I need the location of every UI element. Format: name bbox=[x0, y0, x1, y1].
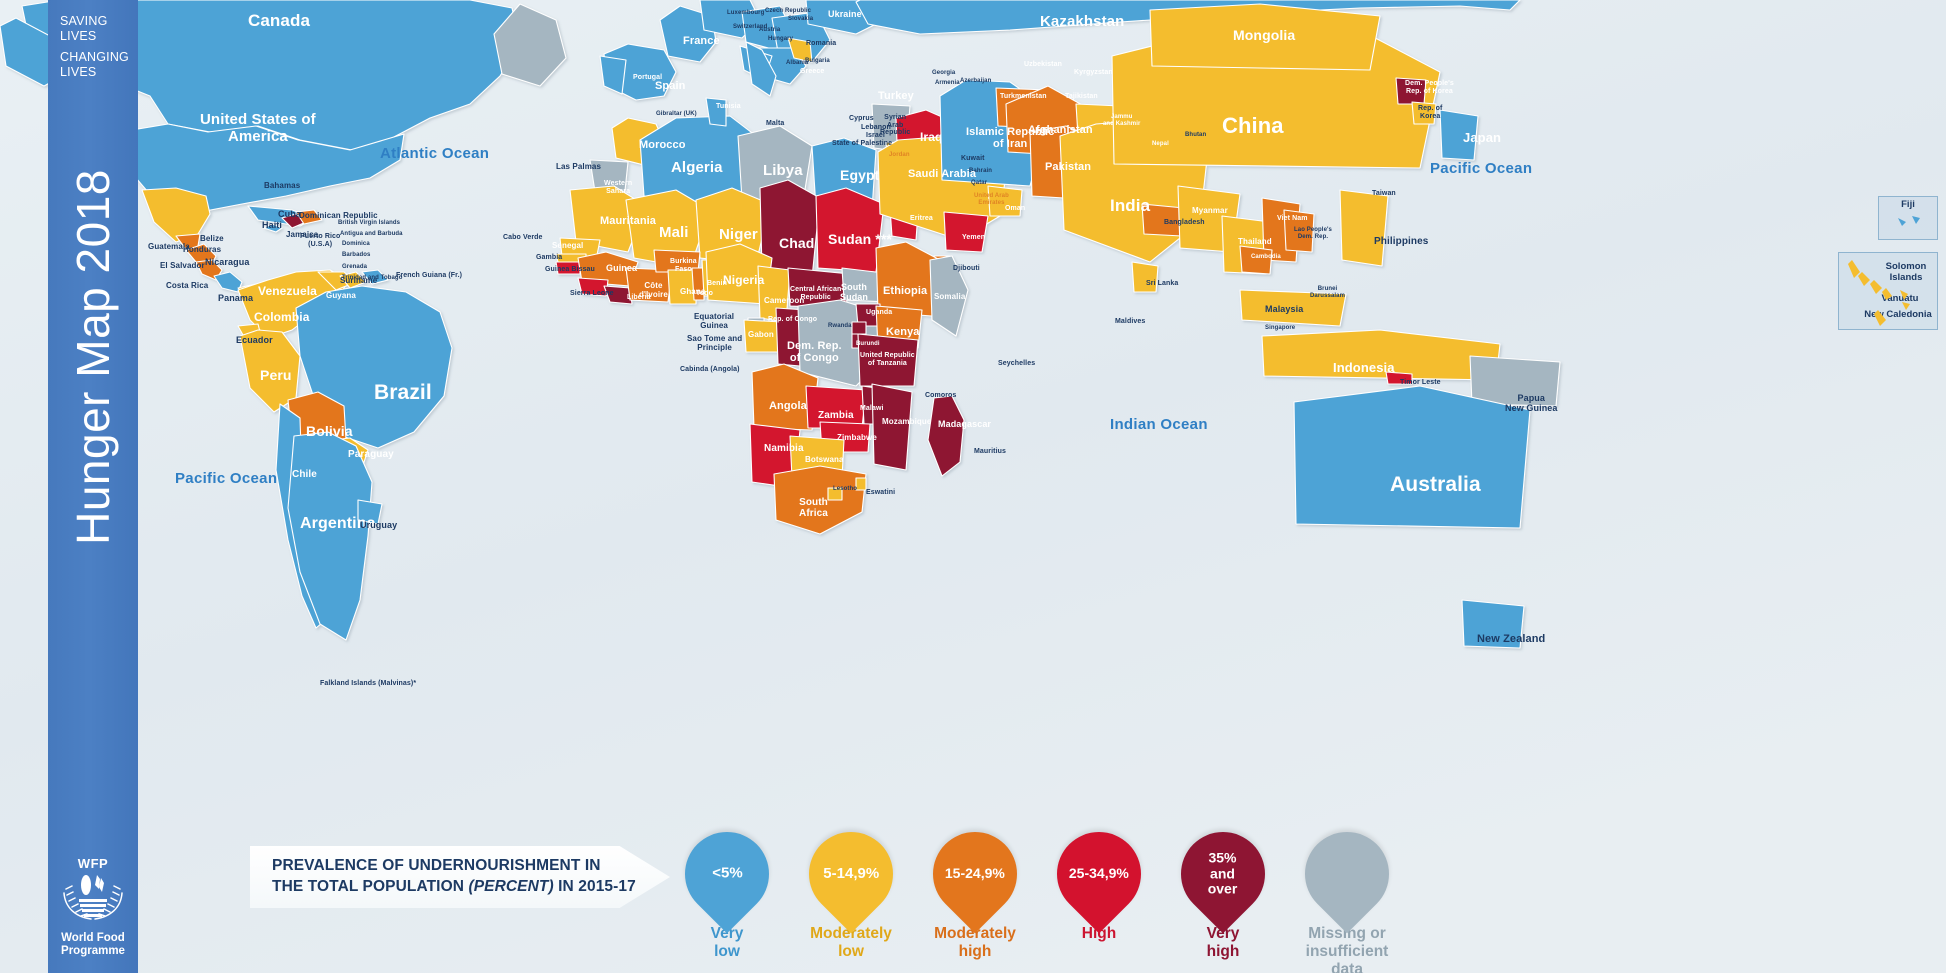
wfp-wheat-emblem-icon bbox=[63, 874, 123, 920]
page-title: Hunger Map 2018 bbox=[67, 169, 119, 545]
sidebar: SAVING LIVES CHANGING LIVES Hunger Map 2… bbox=[48, 0, 138, 973]
legend-pin-group: <5% Very low 5-14,9% Moderately low 15-24,9%… bbox=[667, 814, 1407, 973]
sidebar-tagline: SAVING LIVES CHANGING LIVES bbox=[60, 14, 132, 80]
legend-pin-icon[interactable]: 15-24,9% bbox=[915, 814, 1035, 934]
legend-item[interactable]: Missing or insufficient data bbox=[1287, 814, 1407, 973]
legend-pin-caption: Missing or insufficient data bbox=[1305, 925, 1389, 973]
legend-title-banner: PREVALENCE OF UNDERNOURISHMENT IN THE TO… bbox=[250, 846, 670, 908]
legend-pin-caption: Very low bbox=[710, 925, 744, 960]
legend-pin-caption: Moderately high bbox=[934, 925, 1016, 960]
legend-pin-value: 25-34,9% bbox=[1069, 865, 1129, 882]
tagline-line-4: LIVES bbox=[60, 64, 97, 79]
tagline-line-3: CHANGING bbox=[60, 49, 129, 64]
inset-label-solomon-islands: Solomon Islands bbox=[1885, 261, 1927, 283]
legend-title-percent: (PERCENT) bbox=[468, 878, 554, 895]
legend-pin-icon[interactable]: 5-14,9% bbox=[791, 814, 911, 934]
fiji-islands-shape bbox=[1898, 216, 1920, 226]
ocean-label-pacific-east: Pacific Ocean bbox=[1430, 160, 1533, 177]
legend-title-text: PREVALENCE OF UNDERNOURISHMENT IN THE TO… bbox=[250, 856, 636, 898]
wfp-name-line-1: World Food bbox=[61, 931, 125, 944]
legend-pin-icon[interactable]: 25-34,9% bbox=[1039, 814, 1159, 934]
legend-pin-value: 5-14,9% bbox=[823, 864, 879, 882]
legend-item[interactable]: 35% and over Very high bbox=[1163, 814, 1283, 973]
legend-title-line-2: THE TOTAL POPULATION (PERCENT) IN 2015-1… bbox=[272, 877, 636, 898]
legend-pin-icon[interactable]: <5% bbox=[667, 814, 787, 934]
legend-item[interactable]: <5% Very low bbox=[667, 814, 787, 973]
legend-pin-caption: Very high bbox=[1206, 925, 1240, 960]
legend-item[interactable]: 25-34,9% High bbox=[1039, 814, 1159, 973]
legend-pin-icon[interactable] bbox=[1287, 814, 1407, 934]
legend-pin-value: 15-24,9% bbox=[945, 865, 1005, 882]
tagline-line-2: LIVES bbox=[60, 29, 97, 44]
wfp-logo: WFP World Food Programme bbox=[48, 856, 138, 959]
legend-title-line-2-b: IN 2015-17 bbox=[553, 878, 636, 895]
inset-label-fiji: Fiji bbox=[1901, 199, 1915, 210]
wfp-abbreviation: WFP bbox=[77, 855, 109, 871]
inset-label-vanuatu: Vanuatu bbox=[1881, 293, 1919, 304]
inset-box-fiji bbox=[1878, 196, 1938, 240]
legend-item[interactable]: 15-24,9% Moderately high bbox=[915, 814, 1035, 973]
pacific-islands-shapes bbox=[1848, 260, 1910, 326]
legend-title-line-1: PREVALENCE OF UNDERNOURISHMENT IN bbox=[272, 857, 601, 875]
legend-pin-icon[interactable]: 35% and over bbox=[1163, 814, 1283, 934]
ocean-label-pacific-west: Pacific Ocean bbox=[175, 470, 278, 487]
legend-pin-caption: High bbox=[1081, 925, 1117, 942]
ocean-label-indian: Indian Ocean bbox=[1110, 416, 1208, 433]
wfp-name-line-2: Programme bbox=[61, 945, 125, 958]
legend-pin-value: 35% and over bbox=[1208, 849, 1238, 897]
ocean-label-atlantic: Atlantic Ocean bbox=[380, 145, 490, 162]
tagline-line-1: SAVING bbox=[60, 14, 108, 28]
legend-pin-value: <5% bbox=[711, 864, 743, 882]
inset-label-new-caledonia: New Caledonia bbox=[1864, 309, 1932, 320]
legend-item[interactable]: 5-14,9% Moderately low bbox=[791, 814, 911, 973]
legend-pin-caption: Moderately low bbox=[810, 925, 892, 960]
legend-title-line-2-a: THE TOTAL POPULATION bbox=[272, 878, 469, 895]
